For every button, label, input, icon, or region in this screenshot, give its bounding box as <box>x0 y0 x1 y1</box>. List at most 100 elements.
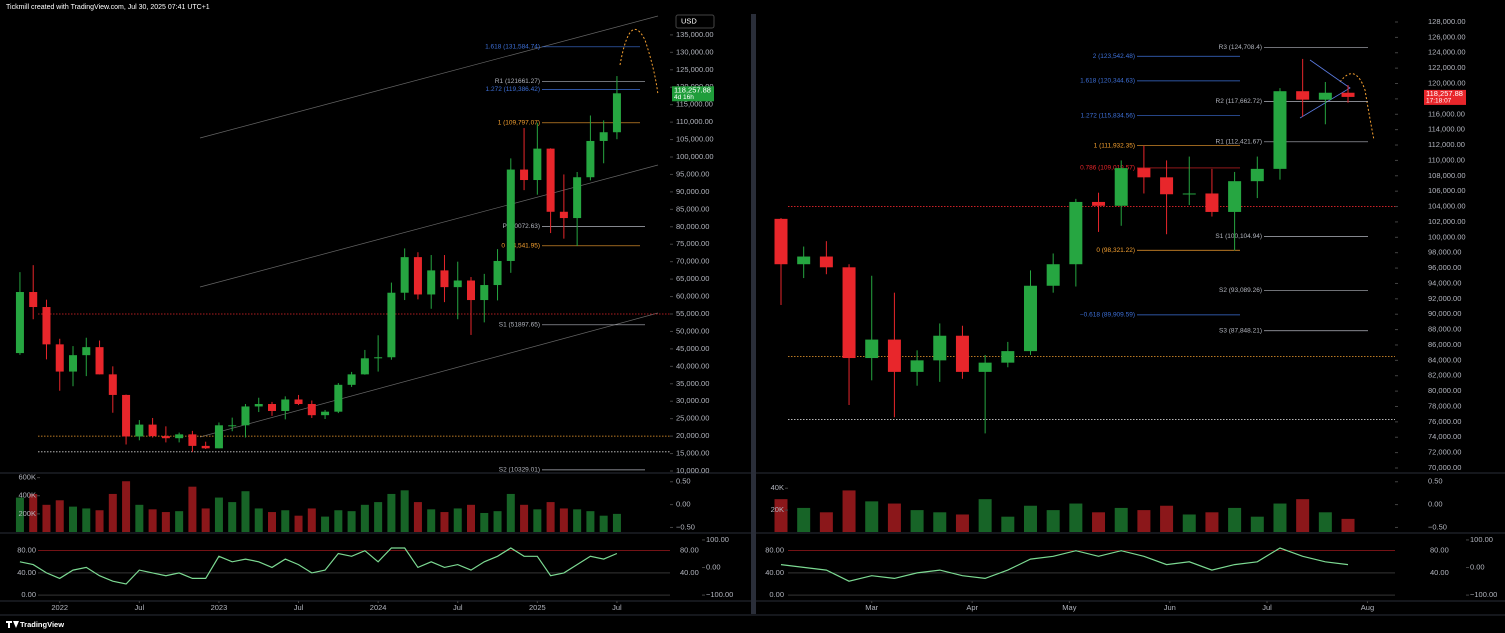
credit: Tickmill created with TradingView.com, J… <box>6 4 210 11</box>
candle-body <box>1296 91 1310 100</box>
x-tick-label: May <box>1062 603 1076 612</box>
y-tick-label: 80,000.00 <box>1428 386 1461 395</box>
volume-tick-label: 200K <box>18 509 36 518</box>
volume-bar <box>95 510 104 532</box>
y-tick-label: 114,000.00 <box>1428 125 1465 134</box>
candle-body <box>29 292 38 308</box>
volume-bar <box>82 508 91 532</box>
volume-bar <box>520 504 529 532</box>
candle-body <box>360 358 369 375</box>
y-tick-label: 60,000.00 <box>676 292 709 301</box>
volume-bar <box>42 504 51 532</box>
candle-body <box>413 257 422 295</box>
channel-line <box>199 164 659 288</box>
candle-body <box>427 270 436 295</box>
y-tick-label: 55,000.00 <box>676 309 709 318</box>
osc-tick-label: 40.00 <box>765 568 784 577</box>
level-label: P (80072.63) <box>503 223 540 230</box>
volume-tick-label: 20K <box>771 505 784 514</box>
volume-bar <box>268 512 277 532</box>
level-label: 1.272 (119,386.42) <box>486 86 540 93</box>
candle-body <box>1250 168 1264 182</box>
volume-bar <box>387 493 396 532</box>
x-tick-label: Jun <box>1164 603 1176 612</box>
volume-bar <box>307 508 316 532</box>
projection-arrow <box>1339 73 1375 141</box>
volume-bar <box>1228 507 1242 532</box>
x-tick-label: Apr <box>966 603 978 612</box>
volume-bar <box>241 491 250 532</box>
y-tick-label: 124,000.00 <box>1428 48 1466 57</box>
level-label: S2 (93,089.26) <box>1219 287 1262 294</box>
volume-bar <box>161 512 170 532</box>
y-tick-label: 100,000.00 <box>1428 232 1466 241</box>
volume-y2-tick-label: 0.00 <box>676 500 691 509</box>
candle-body <box>467 280 476 301</box>
y-tick-label: 76,000.00 <box>1428 417 1461 426</box>
chart-divider <box>751 14 756 614</box>
candle-body <box>978 362 992 372</box>
candle-body <box>573 177 582 219</box>
osc-tick-label-right: 40.00 <box>680 568 699 577</box>
volume-bar <box>599 515 608 532</box>
volume-bar <box>1137 510 1151 532</box>
candle-body <box>294 399 303 405</box>
candle-body <box>1001 351 1015 363</box>
candle-body <box>347 374 356 385</box>
candle-body <box>321 411 330 416</box>
y-tick-label: 90,000.00 <box>1428 309 1461 318</box>
candle-body <box>599 132 608 141</box>
candle-body <box>374 357 383 359</box>
volume-y2-tick-label: 0.50 <box>676 477 691 486</box>
y-tick-label: 95,000.00 <box>676 169 709 178</box>
candle-body <box>480 285 489 301</box>
volume-bar <box>400 490 409 532</box>
footer-brand: TradingView <box>20 620 64 629</box>
volume-bar <box>797 507 811 532</box>
osc-tick-label: 80.00 <box>17 546 36 555</box>
y-tick-label: 78,000.00 <box>1428 401 1461 410</box>
candle-body <box>228 425 237 427</box>
volume-bar <box>978 499 992 532</box>
volume-bar <box>108 493 117 532</box>
candle-body <box>1182 193 1196 195</box>
level-label: S1 (100,104.94) <box>1215 233 1262 240</box>
volume-bar <box>493 511 502 532</box>
x-tick-label: 2024 <box>370 603 387 612</box>
volume-tick-label: 400K <box>18 491 36 500</box>
volume-y2-tick-label: 0.00 <box>1428 500 1443 509</box>
y-tick-label: 125,000.00 <box>676 65 714 74</box>
candle-body <box>1023 285 1037 352</box>
volume-bar <box>559 508 568 532</box>
candle-body <box>108 374 117 395</box>
osc-tick-label: 40.00 <box>17 568 36 577</box>
volume-bar <box>334 510 343 532</box>
level-label: S3 (87,848.21) <box>1219 327 1262 334</box>
osc-y2-tick-label: 0.00 <box>1470 563 1485 572</box>
candle-body <box>55 344 64 372</box>
osc-y2-tick-label: 0.00 <box>706 563 721 572</box>
candle-body <box>148 424 157 437</box>
candle-body <box>453 280 462 288</box>
volume-bar <box>1318 512 1332 532</box>
y-tick-label: 88,000.00 <box>1428 325 1461 334</box>
osc-tick-label-right: 80.00 <box>1430 546 1449 555</box>
volume-bar <box>1046 510 1060 532</box>
price-tag-note: 17:18:07 <box>1426 98 1452 105</box>
volume-bar <box>29 493 38 532</box>
volume-bar <box>573 509 582 532</box>
volume-bar <box>865 501 879 532</box>
y-tick-label: 100,000.00 <box>676 152 714 161</box>
y-tick-label: 105,000.00 <box>676 135 714 144</box>
candle-body <box>400 257 409 293</box>
y-tick-label: 20,000.00 <box>676 431 709 440</box>
candle-body <box>1160 177 1174 195</box>
volume-y2-tick-label: 0.50 <box>1428 477 1443 486</box>
y-tick-label: 85,000.00 <box>676 204 709 213</box>
volume-bar <box>1001 516 1015 532</box>
candle-body <box>933 335 947 361</box>
volume-bar <box>467 504 476 532</box>
x-tick-label: Aug <box>1361 603 1374 612</box>
y-tick-label: 35,000.00 <box>676 379 709 388</box>
